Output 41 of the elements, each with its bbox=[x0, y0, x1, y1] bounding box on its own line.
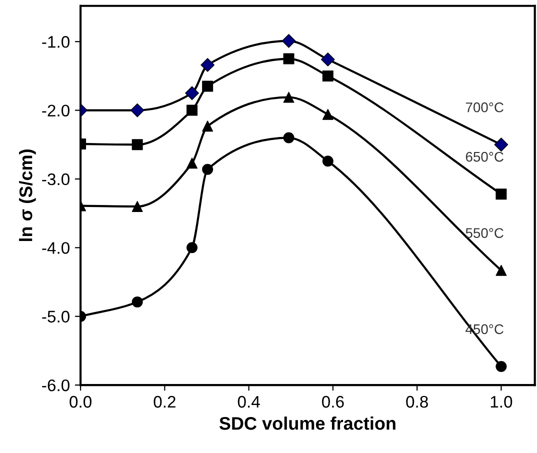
point bbox=[496, 188, 507, 200]
point bbox=[186, 158, 198, 169]
point bbox=[200, 58, 215, 72]
x-tick-label: 0.4 bbox=[238, 396, 260, 408]
x-tick-label: 0.6 bbox=[322, 396, 344, 408]
point bbox=[496, 264, 507, 276]
point bbox=[283, 92, 294, 103]
point bbox=[132, 200, 143, 212]
y-tick-label: -5.0 bbox=[42, 310, 70, 323]
y-tick-label: -4.0 bbox=[42, 242, 70, 254]
series-label: 700°C bbox=[466, 102, 504, 112]
point bbox=[320, 52, 335, 66]
x-tick-label: 0.8 bbox=[406, 396, 428, 408]
point bbox=[283, 53, 294, 64]
x-tick-label: 0.0 bbox=[70, 396, 92, 408]
x-tick-label: 0.2 bbox=[154, 396, 176, 408]
point bbox=[322, 70, 334, 82]
point bbox=[202, 164, 214, 175]
point bbox=[186, 242, 198, 254]
point bbox=[322, 156, 334, 167]
point bbox=[202, 120, 214, 132]
point bbox=[202, 80, 214, 92]
point bbox=[282, 34, 296, 48]
point bbox=[283, 132, 294, 144]
y-tick-label: -1.0 bbox=[42, 36, 70, 48]
series-label: 550°C bbox=[466, 228, 504, 238]
point bbox=[130, 103, 144, 118]
point bbox=[322, 108, 334, 120]
point bbox=[185, 86, 199, 100]
point bbox=[132, 296, 143, 308]
y-tick-label: -2.0 bbox=[42, 104, 70, 116]
y-tick-label: -6.0 bbox=[42, 379, 70, 392]
series-label: 650°C bbox=[466, 152, 504, 162]
x-axis-title: SDC volume fraction bbox=[219, 416, 396, 430]
point bbox=[494, 138, 508, 152]
point bbox=[186, 104, 198, 116]
y-axis-title: ln σ (S/cm) bbox=[19, 150, 36, 242]
point bbox=[132, 139, 143, 150]
point bbox=[496, 361, 507, 372]
y-tick-label: -3.0 bbox=[42, 173, 70, 186]
x-tick-label: 1.0 bbox=[490, 396, 512, 408]
